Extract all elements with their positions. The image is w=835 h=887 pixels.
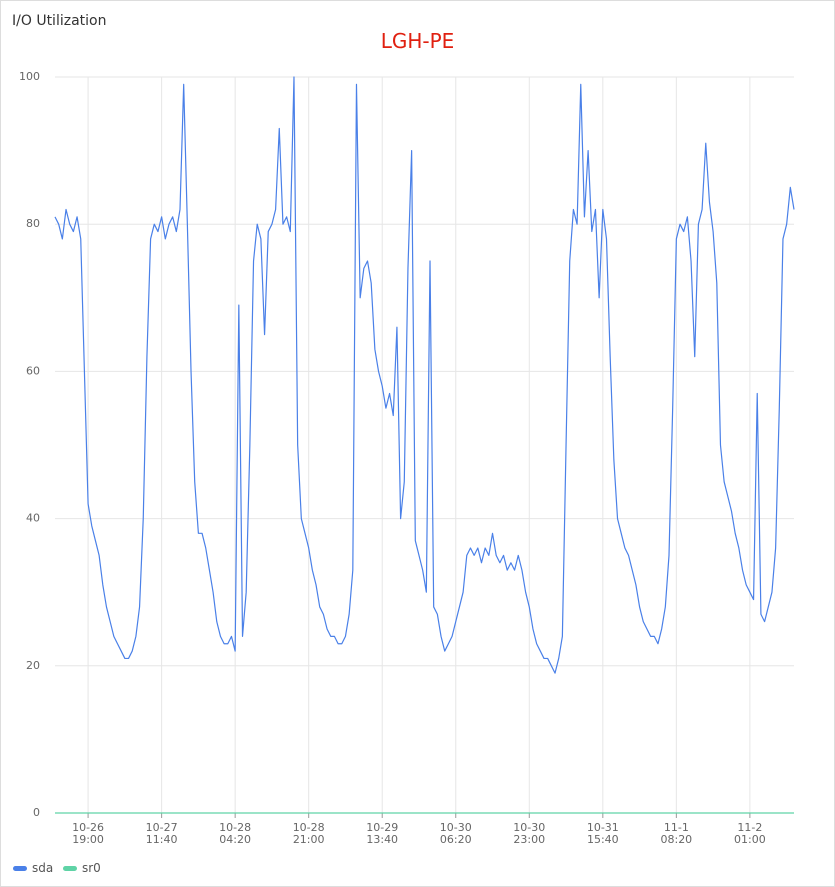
- x-tick-label: 10-26 19:00: [72, 821, 105, 846]
- y-tick-label: 20: [26, 659, 40, 672]
- legend-label: sr0: [82, 861, 101, 875]
- x-tick-label: 11-2 01:00: [734, 821, 766, 846]
- x-tick-label: 10-27 11:40: [145, 821, 178, 846]
- series-line: [54, 76, 795, 674]
- y-tick-label: 80: [26, 217, 40, 230]
- x-tick-label: 10-30 06:20: [439, 821, 472, 846]
- y-tick-label: 100: [19, 70, 40, 83]
- y-tick-label: 0: [33, 806, 40, 819]
- legend-item[interactable]: sda: [13, 861, 53, 875]
- legend-item[interactable]: sr0: [63, 861, 101, 875]
- legend-label: sda: [32, 861, 54, 875]
- x-tick-label: 11-1 08:20: [660, 821, 693, 846]
- chart-title: LGH-PE: [380, 29, 455, 53]
- x-tick-label: 10-29 13:40: [366, 821, 399, 846]
- x-tick-label: 10-31 15:40: [586, 821, 619, 846]
- y-tick-label: 40: [26, 512, 40, 525]
- panel-title: I/O Utilization: [12, 13, 107, 29]
- legend-swatch: [13, 865, 27, 871]
- y-tick-label: 60: [26, 364, 40, 377]
- x-tick-label: 10-28 21:00: [292, 821, 325, 846]
- legend-swatch: [63, 865, 77, 871]
- x-tick-label: 10-30 23:00: [513, 821, 546, 846]
- x-tick-label: 10-28 04:20: [219, 821, 252, 846]
